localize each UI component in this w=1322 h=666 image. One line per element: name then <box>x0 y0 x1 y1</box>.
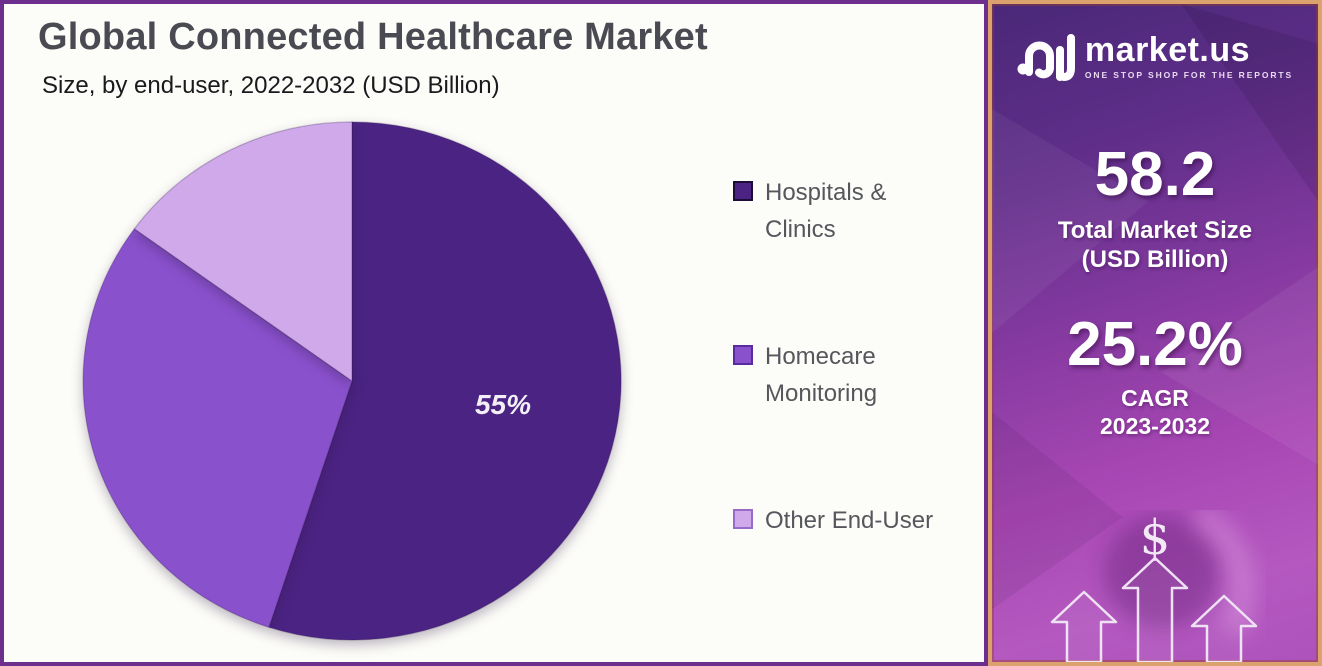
blurred-circle-decoration <box>1104 516 1220 628</box>
legend-label-hospitals-clinics: Hospitals & Clinics <box>765 179 887 243</box>
pie-slice-homecare-monitoring <box>82 227 353 629</box>
chart-panel: Global Connected Healthcare Market Size,… <box>0 0 988 666</box>
total-market-size-value: 58.2 <box>1094 140 1216 209</box>
legend-swatch-other-end-user <box>733 509 753 529</box>
legend-item-hospitals-clinics: Hospitals & Clinics <box>733 174 933 248</box>
total-market-size-caption-line1: Total Market Size <box>1057 217 1253 244</box>
page-title: Global Connected Healthcare Market <box>38 16 708 58</box>
total-market-size-caption-line2: (USD Billion) <box>1081 246 1229 273</box>
growth-arrows-art: $ <box>1050 510 1258 662</box>
legend-swatch-hospitals-clinics <box>733 181 753 201</box>
pie-chart: 55% <box>82 121 622 641</box>
up-arrow-icon <box>1190 594 1258 662</box>
legend-label-homecare-monitoring: Homecare Monitoring <box>765 343 878 407</box>
up-arrow-icon <box>1050 590 1118 662</box>
cagr-caption-line2: 2023-2032 <box>1100 413 1210 439</box>
brand-tagline: ONE STOP SHOP FOR THE REPORTS <box>1084 69 1294 80</box>
page-subtitle: Size, by end-user, 2022-2032 (USD Billio… <box>42 72 500 99</box>
swirl-decoration <box>1190 510 1256 639</box>
cagr-caption-line1: CAGR <box>1121 385 1189 411</box>
up-arrow-icon <box>1121 556 1189 662</box>
legend-item-homecare-monitoring: Homecare Monitoring <box>733 338 933 412</box>
legend-swatch-homecare-monitoring <box>733 345 753 365</box>
total-market-size-caption: Total Market Size (USD Billion) <box>992 216 1318 274</box>
cagr-caption: CAGR 2023-2032 <box>992 384 1318 440</box>
legend-label-other-end-user: Other End-User <box>765 507 934 534</box>
dollar-icon: $ <box>1140 510 1171 566</box>
brand-name: market.us <box>1084 30 1251 69</box>
brand-sidebar: market.us ONE STOP SHOP FOR THE REPORTS … <box>988 0 1322 666</box>
pie-slice-other-end-user <box>133 121 353 383</box>
cagr-value: 25.2% <box>1067 310 1243 379</box>
legend-item-other-end-user: Other End-User <box>733 502 933 539</box>
brand-logo: market.us ONE STOP SHOP FOR THE REPORTS <box>992 30 1318 82</box>
pie-slice-hospitals-clinics <box>268 121 622 641</box>
pie-data-label-hospitals-clinics: 55% <box>475 389 531 420</box>
legend: Hospitals & Clinics Homecare Monitoring Ot… <box>733 174 933 539</box>
market-us-logo-icon <box>1017 34 1075 81</box>
